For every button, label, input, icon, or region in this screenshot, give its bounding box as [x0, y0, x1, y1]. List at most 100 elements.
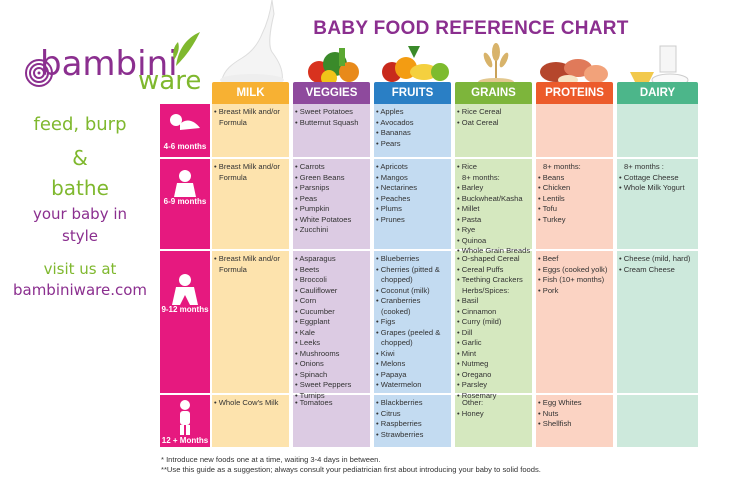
- list-item: • Whole Cow's Milk: [214, 398, 279, 407]
- list-item: • Cottage Cheese: [619, 172, 679, 182]
- column-veggies: [293, 104, 370, 447]
- list-item: • Beef: [538, 254, 559, 263]
- list-item: • Strawberries: [376, 429, 424, 439]
- list-item: • Turkey: [538, 214, 566, 224]
- list-item: • O-shaped Cereal: [457, 254, 520, 263]
- list-item: • Figs: [376, 317, 396, 326]
- header-milk: MILK: [212, 82, 289, 104]
- fruits-photo-icon: [382, 46, 449, 82]
- column-grains: [455, 104, 532, 447]
- list-item: • Shellfish: [538, 419, 572, 428]
- tagline-style: style: [62, 227, 98, 245]
- age-cell-12plus: 12 + Months: [160, 395, 210, 447]
- row-divider: [160, 393, 699, 395]
- list-item: • Rice Cereal: [457, 107, 502, 116]
- list-item: • Garlic: [457, 338, 482, 347]
- cell-milk-row2: • Breast Milk and/or Formula: [214, 254, 280, 275]
- list-item: • Lentils: [538, 193, 565, 203]
- list-item: • Whole Milk Yogurt: [619, 183, 685, 192]
- list-item: • Curry (mild): [457, 317, 502, 326]
- page-title: BABY FOOD REFERENCE CHART: [313, 18, 629, 39]
- cell-fruits-row3: • Blackberries • Citrus • Raspberries • Str…: [376, 398, 423, 440]
- cell-proteins-row2: • Beef • Eggs (cooked yolk) • Fish (10+ mo…: [538, 254, 607, 296]
- list-item: • Turnips: [295, 390, 325, 400]
- cell-milk-row1: • Breast Milk and/or Formula: [214, 162, 280, 183]
- cell-proteins-row1: 8+ months: • Beans • Chicken • Lentils • Tof…: [538, 162, 581, 225]
- list-item: • Plums: [376, 204, 402, 213]
- age-label: 12 + Months: [161, 436, 209, 445]
- list-item: • Mangos: [376, 172, 408, 182]
- age-cell-6-9: 6-9 months: [160, 159, 210, 249]
- age-label: 4-6 months: [163, 142, 207, 151]
- list-item: • Tomatoes: [295, 398, 333, 407]
- list-item: • Oregano: [457, 369, 492, 379]
- list-item: • Raspberries: [376, 419, 422, 428]
- list-item: • Cinnamon: [457, 306, 497, 316]
- logo-text-ware: ware: [138, 66, 202, 96]
- baby-sitting-icon: [174, 170, 196, 197]
- list-item: • Butternut Squash: [295, 117, 359, 127]
- list-item: • Green Beans: [295, 172, 345, 182]
- cell-proteins-row3: • Egg Whites • Nuts • Shellfish: [538, 398, 582, 430]
- row-divider: [160, 249, 699, 251]
- header-fruits: FRUITS: [374, 82, 451, 104]
- list-item: • Beans: [538, 172, 565, 182]
- list-item: • Nectarines: [376, 183, 418, 192]
- logo-text-bambini: bambini: [40, 44, 178, 84]
- cell-veggies-row3: • Tomatoes: [295, 398, 333, 409]
- list-item: • Cucumber: [295, 306, 335, 316]
- list-item: • Parsley: [457, 380, 488, 389]
- website-link[interactable]: bambiniware.com: [12, 281, 148, 299]
- list-item: • Peas: [295, 193, 318, 203]
- footnote-1: * Introduce new foods one at a time, wai…: [161, 455, 381, 464]
- list-item: • Nutmeg: [457, 359, 489, 368]
- list-item: • Chicken: [538, 183, 571, 192]
- list-item: (cooked): [381, 306, 411, 316]
- list-item: • White Potatoes: [295, 214, 352, 224]
- list-item: • Breast Milk and/or: [214, 254, 280, 263]
- cell-grains-row3: Other: • Honey: [457, 398, 484, 419]
- age-label: 9-12 months: [161, 305, 209, 314]
- list-item: • Prunes: [376, 214, 405, 224]
- list-item: • Carrots: [295, 162, 325, 171]
- list-item: • Quinoa: [457, 235, 487, 245]
- age-cell-9-12: 9-12 months: [160, 251, 210, 393]
- list-item: • Whole Grain Breads: [457, 246, 531, 255]
- list-item: • Pumpkin: [295, 204, 330, 213]
- list-item: • Bananas: [376, 128, 411, 137]
- list-item: • Cream Cheese: [619, 264, 675, 274]
- list-item: Formula: [219, 264, 247, 274]
- list-item: chopped): [381, 338, 413, 347]
- cell-grains-row2: • O-shaped Cereal • Cereal Puffs • Teethin…: [457, 254, 523, 401]
- cell-grains-row0: • Rice Cereal • Oat Cereal: [457, 107, 501, 128]
- grains-photo-icon: [478, 43, 514, 86]
- cell-milk-row3: • Whole Cow's Milk: [214, 398, 278, 409]
- swirl-logo-icon: [25, 59, 53, 87]
- list-item: • Eggs (cooked yolk): [538, 264, 608, 274]
- list-item: • Apples: [376, 107, 404, 116]
- baby-lying-icon: [170, 114, 200, 130]
- list-item: • Mushrooms: [295, 348, 340, 358]
- list-item: Other:: [462, 398, 484, 407]
- list-item: • Rice: [457, 162, 477, 171]
- column-fruits: [374, 104, 451, 447]
- tagline-ampersand: &: [72, 146, 88, 170]
- baby-crawling-icon: [172, 274, 198, 305]
- list-item: • Pasta: [457, 214, 482, 224]
- list-item: • Cauliflower: [295, 285, 338, 295]
- list-item: • Leeks: [295, 338, 321, 347]
- list-item: • Papaya: [376, 369, 407, 379]
- column-dairy: [617, 104, 698, 447]
- header-proteins: PROTEINS: [536, 82, 613, 104]
- list-item: • Breast Milk and/or: [214, 162, 280, 171]
- brand-logo: bambini ware: [22, 30, 202, 98]
- cell-grains-row1: • Rice 8+ months: • Barley • Buckwheat/Kash…: [457, 162, 530, 257]
- list-item: • Oat Cereal: [457, 117, 499, 127]
- list-item: • Egg Whites: [538, 398, 582, 407]
- cell-milk-row0: • Breast Milk and/or Formula: [214, 107, 280, 128]
- cell-veggies-row1: • Carrots • Green Beans • Parsnips • Peas • …: [295, 162, 351, 236]
- list-item: • Grapes (peeled &: [376, 327, 441, 337]
- list-item: • Avocados: [376, 117, 414, 127]
- list-item: • Cranberries: [376, 296, 421, 305]
- tagline-feed-burp: feed, burp: [33, 114, 127, 135]
